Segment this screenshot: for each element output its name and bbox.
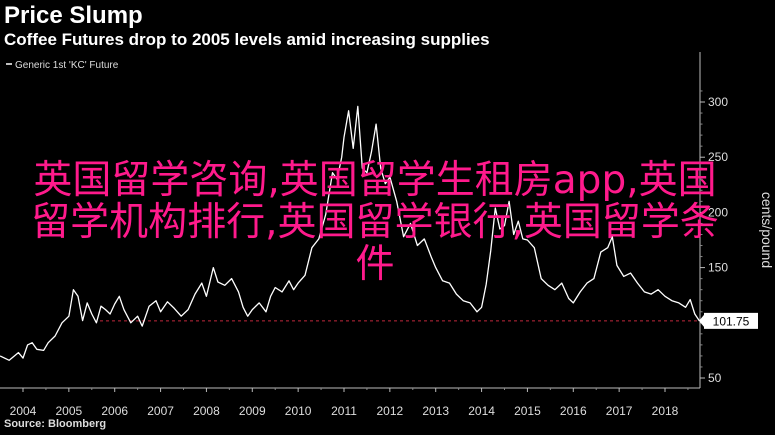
x-tick-label: 2012 [377,404,404,418]
overlay-watermark-text: 英国留学咨询,英国留学生租房app,英国留学机构排行,英国留学银行,英国留学条件 [31,158,719,287]
x-tick-label: 2017 [606,404,633,418]
last-value-pointer [699,314,704,327]
x-tick-label: 2014 [468,404,495,418]
x-tick-label: 2016 [560,404,587,418]
x-tick-label: 2010 [285,404,312,418]
x-tick-label: 2011 [331,404,357,418]
chart-title: Price Slump [4,2,143,29]
x-tick-label: 2006 [101,404,128,418]
x-tick-label: 2005 [56,404,83,418]
y-tick-label: 300 [708,95,728,109]
y-tick-label: 50 [708,371,722,385]
x-tick-label: 2018 [652,404,679,418]
y-tick-label: 150 [708,261,728,275]
x-tick-label: 2009 [239,404,266,418]
x-tick-label: 2007 [147,404,174,418]
last-value-label: 101.75 [713,314,750,328]
source-note: Source: Bloomberg [4,418,107,430]
chart-subtitle: Coffee Futures drop to 2005 levels amid … [4,30,490,49]
y-axis-label: cents/pound [759,192,775,268]
x-tick-label: 2004 [10,404,37,418]
last-value-badge [704,312,758,329]
x-tick-label: 2015 [514,404,541,418]
x-tick-label: 2013 [422,404,449,418]
x-tick-label: 2008 [193,404,220,418]
legend-label: Generic 1st 'KC' Future [15,60,119,71]
price-series-line [0,105,700,361]
y-tick-label: 200 [708,205,728,219]
y-tick-label: 250 [708,150,728,164]
